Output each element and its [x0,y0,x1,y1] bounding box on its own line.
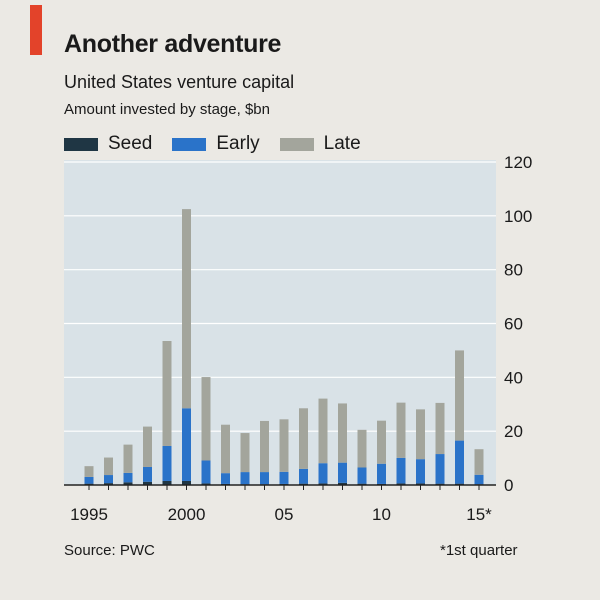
y-tick-label-40: 40 [504,368,523,387]
bar-early-1998 [143,466,152,482]
bar-late-1996 [104,457,113,476]
bar-seed-2011 [396,483,406,485]
bar-late-2010 [377,420,386,464]
x-tick-label-2000: 2000 [168,505,206,524]
bar-seed-2001 [201,483,211,485]
bar-early-2004 [260,472,269,485]
bar-early-1995 [84,476,94,484]
bar-early-2011 [396,457,406,484]
bar-early-2003 [240,472,250,485]
bar-early-2008 [338,462,347,483]
legend-swatch-early [172,137,207,151]
y-tick-label-120: 120 [504,153,532,172]
bar-early-1997 [123,472,133,483]
bar-late-1995 [84,466,94,477]
bar-seed-1997 [123,482,133,485]
bar-late-2004 [260,420,269,473]
bar-seed-1998 [143,481,152,485]
bar-late-2012 [416,409,425,460]
bar-late-2000 [182,209,191,409]
bar-early-2000 [182,408,191,481]
bar-late-2009 [357,429,367,468]
bar-late-2001 [201,377,211,461]
bar-late-2006 [299,408,308,469]
legend-label-seed: Seed [108,133,153,154]
bar-seed-2008 [338,482,347,485]
y-tick-label-100: 100 [504,207,532,226]
bar-late-2014 [455,350,464,441]
bar-early-2012 [416,459,425,484]
bar-early-2001 [201,460,211,484]
legend-swatch-late [279,137,314,151]
x-tick-label-2005: 05 [275,505,294,524]
chart-title: Another adventure [64,30,282,58]
legend-item-late: Late [279,133,361,155]
y-tick-label-60: 60 [504,315,523,334]
chart-subtitle: United States venture capital [64,72,295,92]
bar-late-1999 [162,340,172,446]
bar-early-2005 [279,471,289,484]
footnote: *1st quarter [440,542,518,559]
x-tick-label-2015: 15* [466,505,492,524]
bar-early-2009 [357,467,367,484]
bar-early-1996 [104,475,113,484]
bar-seed-1999 [162,480,172,485]
bar-late-2011 [396,402,406,458]
bar-early-2006 [299,468,308,484]
x-tick-label-2010: 10 [372,505,391,524]
accent-bar [30,5,42,55]
legend-label-late: Late [323,133,361,154]
bar-late-2015 [474,449,484,475]
legend: Seed Early Late [64,132,381,156]
bar-late-1998 [143,426,152,467]
x-tick-label-1995: 1995 [70,505,108,524]
bar-late-1997 [123,444,133,473]
bar-seed-2007 [318,483,328,485]
bar-late-2002 [221,424,230,474]
bar-late-2003 [240,433,250,473]
bar-seed-1996 [104,483,113,485]
bar-late-2005 [279,419,289,472]
bar-late-2013 [435,402,445,455]
bar-late-2008 [338,403,347,463]
y-tick-label-0: 0 [504,476,513,495]
bar-early-2014 [455,440,464,484]
bar-late-2007 [318,398,328,464]
chart-units: Amount invested by stage, $bn [64,101,270,118]
bar-seed-2000 [182,480,191,485]
bar-early-1999 [162,445,172,481]
legend-swatch-seed [64,137,98,151]
bar-early-2013 [435,454,445,484]
legend-label-early: Early [216,133,260,154]
bar-early-2015 [474,474,484,485]
y-tick-label-80: 80 [504,261,523,280]
bar-early-2007 [318,463,328,484]
source-note: Source: PWC [64,542,155,559]
bar-early-2002 [221,473,230,484]
bar-early-2010 [377,463,386,484]
legend-item-seed: Seed [64,133,152,155]
legend-item-early: Early [172,133,260,155]
y-tick-label-20: 20 [504,422,523,441]
bar-seed-2012 [416,483,425,485]
